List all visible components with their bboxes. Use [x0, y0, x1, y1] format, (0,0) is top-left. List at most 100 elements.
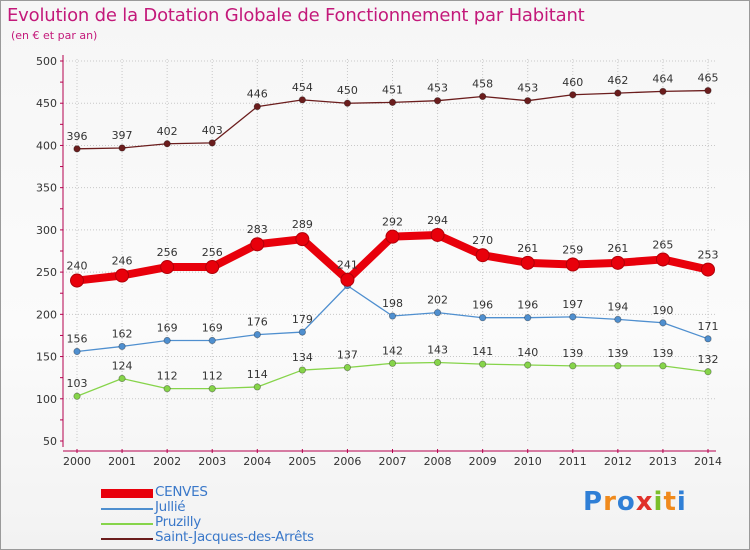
data-label-saint-jacques-des-arr-ts: 453 [427, 82, 448, 95]
data-point-pruzilly [163, 385, 171, 393]
data-point-julli [479, 314, 487, 322]
data-point-julli [208, 336, 216, 345]
x-tick-label: 2002 [153, 455, 181, 468]
data-point-julli [163, 336, 171, 345]
data-label-julli: 197 [562, 298, 583, 311]
data-label-saint-jacques-des-arr-ts: 460 [562, 76, 583, 89]
legend-label-saint-jacques-des-arr-ts: Saint-Jacques-des-Arrêts [155, 529, 314, 545]
data-label-julli: 176 [247, 316, 268, 329]
data-point-cenves [430, 227, 445, 242]
data-point-julli [704, 335, 712, 343]
data-label-cenves: 261 [517, 242, 538, 255]
data-point-pruzilly [479, 360, 487, 368]
data-point-pruzilly [343, 363, 352, 372]
data-label-julli: 196 [472, 299, 493, 312]
data-label-julli: 171 [698, 320, 719, 333]
proxiti-logo: Proxiti [583, 487, 687, 517]
data-label-pruzilly: 112 [157, 370, 178, 383]
data-point-pruzilly [569, 362, 577, 370]
legend-swatch-julli [101, 507, 153, 510]
data-label-pruzilly: 103 [67, 377, 88, 390]
data-label-cenves: 261 [607, 242, 628, 255]
data-point-pruzilly [704, 368, 712, 376]
x-tick-label: 2007 [379, 455, 407, 468]
x-tick-label: 2009 [469, 455, 497, 468]
x-tick-label: 2014 [694, 455, 722, 468]
data-point-pruzilly [208, 385, 216, 393]
x-tick-label: 2008 [424, 455, 452, 468]
data-label-pruzilly: 114 [247, 368, 268, 381]
data-label-julli: 169 [157, 322, 178, 335]
y-tick-label: 450 [36, 97, 57, 110]
data-label-saint-jacques-des-arr-ts: 446 [247, 88, 268, 101]
y-tick-label: 50 [43, 435, 57, 448]
data-label-cenves: 259 [562, 244, 583, 257]
logo-letter: r [603, 487, 617, 517]
data-label-julli: 198 [382, 297, 403, 310]
data-label-julli: 169 [202, 322, 223, 335]
data-point-julli [118, 342, 126, 351]
data-label-pruzilly: 112 [202, 370, 223, 383]
data-point-cenves [701, 262, 715, 277]
chart-title: Evolution de la Dotation Globale de Fonc… [7, 5, 585, 26]
data-point-julli [433, 309, 442, 317]
data-point-saint-jacques-des-arr-ts [163, 140, 171, 148]
data-point-pruzilly [433, 358, 442, 367]
data-label-saint-jacques-des-arr-ts: 458 [472, 77, 493, 90]
x-tick-label: 2000 [63, 455, 91, 468]
data-point-saint-jacques-des-arr-ts [433, 97, 442, 105]
data-label-pruzilly: 124 [112, 360, 133, 373]
data-label-cenves: 246 [112, 254, 133, 267]
logo-letter: t [663, 487, 677, 517]
data-label-cenves: 265 [652, 238, 673, 251]
logo-letter: P [583, 487, 604, 517]
data-label-julli: 194 [607, 300, 628, 313]
logo-letter: o [616, 487, 636, 517]
data-label-julli: 162 [112, 327, 133, 340]
x-tick-label: 2013 [649, 455, 677, 468]
data-point-pruzilly [253, 383, 261, 391]
legend-item-julli: Jullié [101, 500, 401, 515]
data-point-saint-jacques-des-arr-ts [73, 145, 81, 153]
x-tick-label: 2004 [243, 455, 271, 468]
data-point-cenves [340, 272, 355, 287]
data-point-pruzilly [118, 374, 126, 383]
data-point-cenves [475, 248, 490, 263]
data-point-saint-jacques-des-arr-ts [298, 96, 306, 104]
data-label-saint-jacques-des-arr-ts: 450 [337, 84, 358, 97]
data-point-saint-jacques-des-arr-ts [388, 98, 397, 106]
x-tick-label: 2006 [333, 455, 361, 468]
y-tick-label: 400 [36, 139, 57, 152]
x-tick-label: 2011 [559, 455, 587, 468]
data-label-saint-jacques-des-arr-ts: 453 [517, 82, 538, 95]
data-label-cenves: 283 [247, 223, 268, 236]
data-label-pruzilly: 142 [382, 344, 403, 357]
data-label-julli: 156 [67, 332, 88, 345]
data-point-cenves [385, 229, 400, 244]
data-label-julli: 179 [292, 313, 313, 326]
logo-letter: x [635, 487, 654, 517]
legend-item-pruzilly: Pruzilly [101, 515, 401, 530]
data-point-cenves [205, 260, 220, 275]
data-point-julli [73, 347, 81, 356]
data-label-pruzilly: 141 [472, 345, 493, 358]
data-point-cenves [655, 252, 670, 267]
x-tick-label: 2010 [514, 455, 542, 468]
data-label-julli: 196 [517, 299, 538, 312]
y-tick-label: 150 [36, 351, 57, 364]
x-tick-label: 2003 [198, 455, 226, 468]
y-tick-label: 500 [36, 55, 57, 68]
data-point-cenves [295, 232, 310, 247]
data-point-saint-jacques-des-arr-ts [118, 144, 126, 152]
data-label-saint-jacques-des-arr-ts: 402 [157, 125, 178, 138]
data-point-saint-jacques-des-arr-ts [253, 103, 261, 111]
data-label-saint-jacques-des-arr-ts: 397 [112, 129, 133, 142]
data-label-pruzilly: 143 [427, 343, 448, 356]
data-point-saint-jacques-des-arr-ts [704, 86, 712, 95]
data-label-cenves: 241 [337, 259, 358, 272]
data-point-pruzilly [73, 392, 81, 400]
chart-subtitle: (en € et par an) [11, 29, 98, 42]
data-point-pruzilly [388, 359, 397, 367]
data-point-cenves [115, 268, 130, 283]
